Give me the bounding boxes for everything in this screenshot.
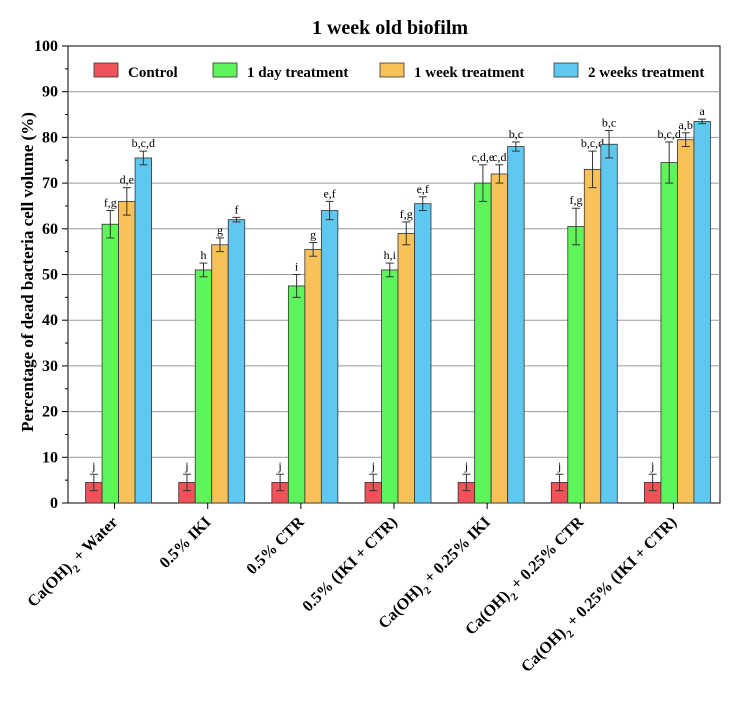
x-tick-label: 0.5% CTR (243, 513, 308, 578)
y-tick-label: 80 (42, 129, 58, 146)
significance-label: a (700, 104, 706, 118)
bar-3-5 (600, 143, 618, 504)
significance-label: j (557, 459, 561, 473)
significance-label: b,c (602, 116, 616, 130)
legend-label: Control (128, 65, 178, 81)
y-tick-label: 30 (42, 358, 58, 375)
significance-label: b,c (509, 127, 523, 141)
significance-label: e,f (417, 182, 429, 196)
significance-label: j (91, 459, 95, 473)
bar-2-1 (211, 244, 229, 504)
significance-label: j (464, 459, 468, 473)
legend: Control 1 day treatment 1 week treatment 2 … (93, 62, 704, 81)
significance-label: d,e (120, 173, 134, 187)
bar-1-3 (381, 269, 399, 504)
bar-2-3 (397, 232, 415, 504)
significance-label: c,d (492, 150, 506, 164)
x-tick-label: Ca(OH)2 + Water (24, 514, 124, 614)
bar-2-0 (118, 200, 136, 504)
significance-label: b,c,d (658, 127, 681, 141)
bar-1-2 (287, 285, 306, 504)
significance-label: f,g (104, 196, 117, 210)
x-tick-label: 0.5% (IKI + CTR) (299, 514, 400, 615)
significance-label: h,i (384, 248, 397, 262)
bar-2-4 (490, 173, 509, 504)
y-tick-label: 0 (50, 495, 58, 512)
bar-3-1 (227, 219, 246, 504)
significance-label: h (200, 248, 206, 262)
bar-1-0 (101, 223, 119, 504)
legend-swatch (93, 62, 119, 78)
y-tick-label: 40 (42, 312, 58, 329)
bar-2-5 (583, 168, 602, 504)
legend-label: 1 week treatment (414, 65, 525, 81)
bar-3-0 (134, 157, 152, 504)
chart-title: 1 week old biofilm (312, 17, 468, 39)
legend-label: 1 day treatment (247, 65, 348, 81)
bar-1-4 (474, 182, 492, 504)
bar-1-1 (194, 269, 213, 504)
legend-swatch (379, 62, 405, 78)
significance-label: f,g (570, 193, 583, 207)
significance-label: i (295, 260, 299, 274)
significance-label: f (234, 202, 238, 216)
y-tick-label: 50 (42, 267, 58, 284)
significance-label: j (371, 459, 375, 473)
significance-label: c,d,e (472, 150, 495, 164)
significance-label: b,c,d (581, 136, 604, 150)
bar-1-5 (567, 226, 585, 504)
y-tick-label: 60 (42, 221, 58, 238)
y-axis: 0 10 20 30 40 50 60 70 80 90 100 (34, 38, 68, 512)
significance-label: g (217, 223, 223, 237)
y-tick-label: 90 (42, 84, 58, 101)
y-tick-label: 20 (42, 404, 58, 421)
significance-label: f,g (400, 207, 413, 221)
bar-3-2 (320, 210, 339, 504)
y-tick-label: 10 (42, 449, 58, 466)
bar-3-3 (414, 203, 432, 504)
significance-label: e,f (323, 186, 335, 200)
bar-2-6 (677, 139, 695, 504)
significance-label: j (277, 459, 281, 473)
bar-3-4 (507, 146, 525, 504)
y-tick-label: 70 (42, 175, 58, 192)
bar-3-6 (693, 121, 711, 504)
x-tick-label: 0.5% IKI (157, 514, 215, 572)
y-axis-label: Percentage of dead bacteria cell volume … (18, 112, 37, 432)
significance-label: b,c,d (132, 136, 155, 150)
bar-2-2 (304, 248, 322, 504)
y-tick-label: 100 (34, 38, 58, 55)
x-tick-label: Ca(OH)2 + 0.25% (IKI + CTR) (518, 514, 684, 680)
significance-label: j (650, 459, 654, 473)
bar-1-6 (660, 162, 678, 504)
significance-label: a,b (679, 118, 693, 132)
legend-swatch (212, 62, 238, 78)
legend-label: 2 weeks treatment (588, 65, 704, 81)
significance-label: g (310, 228, 316, 242)
significance-label: j (184, 459, 188, 473)
legend-swatch (553, 62, 579, 78)
